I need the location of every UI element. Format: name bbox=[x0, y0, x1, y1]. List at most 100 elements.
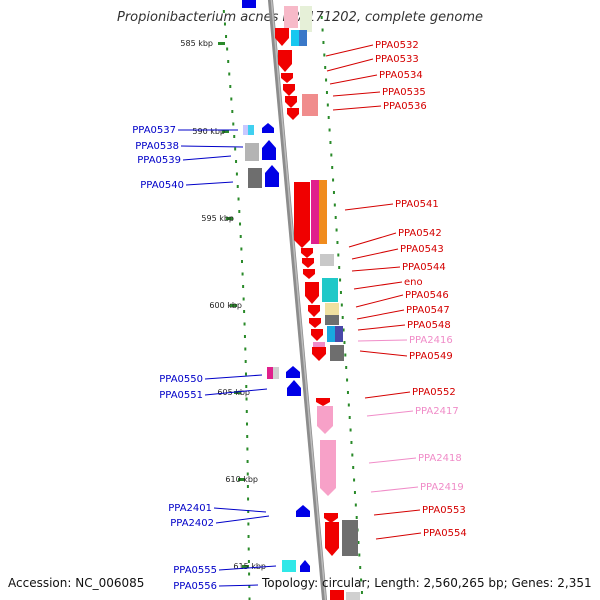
gene-feature[interactable] bbox=[300, 6, 312, 32]
gene-feature[interactable] bbox=[242, 0, 256, 8]
gene-feature[interactable] bbox=[312, 347, 326, 361]
gene-label-ppa0538[interactable]: PPA0538 bbox=[135, 141, 179, 152]
leader-line bbox=[370, 486, 419, 493]
gene-feature[interactable] bbox=[265, 165, 279, 187]
gene-feature[interactable] bbox=[284, 6, 298, 28]
gene-feature[interactable] bbox=[301, 248, 313, 258]
gene-label-ppa0553[interactable]: PPA0553 bbox=[422, 505, 466, 516]
gene-feature[interactable] bbox=[245, 143, 259, 161]
gene-feature[interactable] bbox=[302, 258, 314, 268]
gene-label-ppa0550[interactable]: PPA0550 bbox=[159, 374, 203, 385]
gene-feature[interactable] bbox=[278, 50, 292, 72]
gene-feature[interactable] bbox=[309, 318, 321, 328]
scale-labels: 585 kbp 590 kbp 595 kbp 600 kbp 605 kbp … bbox=[180, 39, 266, 571]
gene-label-ppa0542[interactable]: PPA0542 bbox=[398, 228, 442, 239]
gene-label-ppa0549[interactable]: PPA0549 bbox=[409, 351, 453, 362]
gene-label-ppa0555[interactable]: PPA0555 bbox=[173, 565, 217, 576]
gene-feature[interactable] bbox=[324, 513, 338, 523]
gene-feature[interactable] bbox=[311, 180, 319, 244]
gene-label-ppa0546[interactable]: PPA0546 bbox=[405, 290, 449, 301]
gene-feature[interactable] bbox=[342, 520, 358, 556]
tick-dot-right bbox=[335, 228, 338, 232]
gene-label-ppa0554[interactable]: PPA0554 bbox=[423, 528, 467, 539]
tick-dot-right bbox=[346, 378, 349, 382]
gene-label-ppa0537[interactable]: PPA0537 bbox=[132, 125, 176, 136]
gene-feature[interactable] bbox=[296, 505, 310, 517]
gene-feature[interactable] bbox=[302, 94, 318, 116]
gene-label-ppa2417[interactable]: PPA2417 bbox=[415, 406, 459, 417]
tick-dot-left bbox=[246, 447, 249, 451]
gene-feature[interactable] bbox=[282, 560, 296, 572]
gene-feature[interactable] bbox=[327, 326, 335, 342]
gene-feature[interactable] bbox=[320, 440, 336, 496]
gene-label-ppa0533[interactable]: PPA0533 bbox=[375, 54, 419, 65]
gene-feature[interactable] bbox=[322, 278, 338, 302]
gene-feature[interactable] bbox=[346, 592, 360, 600]
gene-feature[interactable] bbox=[273, 367, 279, 379]
gene-label-ppa0534[interactable]: PPA0534 bbox=[379, 70, 423, 81]
gene-label-eno[interactable]: eno bbox=[404, 277, 423, 288]
gene-feature[interactable] bbox=[294, 182, 310, 248]
gene-feature[interactable] bbox=[308, 305, 320, 317]
gene-feature[interactable] bbox=[287, 380, 301, 396]
gene-feature[interactable] bbox=[300, 560, 310, 572]
gene-feature[interactable] bbox=[335, 326, 343, 342]
gene-label-ppa0547[interactable]: PPA0547 bbox=[406, 305, 450, 316]
gene-feature[interactable] bbox=[325, 522, 339, 556]
gene-label-ppa0541[interactable]: PPA0541 bbox=[395, 199, 439, 210]
gene-label-ppa0552[interactable]: PPA0552 bbox=[412, 387, 456, 398]
gene-feature[interactable] bbox=[325, 303, 339, 315]
gene-feature[interactable] bbox=[311, 329, 323, 341]
gene-feature[interactable] bbox=[275, 28, 289, 46]
tick-dot-right bbox=[348, 416, 351, 419]
gene-feature[interactable] bbox=[287, 108, 299, 120]
gene-feature[interactable] bbox=[303, 269, 315, 279]
gene-label-ppa0536[interactable]: PPA0536 bbox=[383, 101, 427, 112]
gene-label-ppa2418[interactable]: PPA2418 bbox=[418, 453, 462, 464]
gene-feature[interactable] bbox=[320, 254, 334, 266]
gene-feature[interactable] bbox=[330, 590, 344, 600]
gene-feature[interactable] bbox=[243, 125, 249, 135]
gene-label-ppa2401[interactable]: PPA2401 bbox=[168, 503, 212, 514]
tick-dot-left bbox=[243, 335, 246, 338]
gene-label-ppa2419[interactable]: PPA2419 bbox=[420, 482, 464, 493]
gene-label-ppa0556[interactable]: PPA0556 bbox=[173, 581, 217, 592]
gene-feature[interactable] bbox=[325, 315, 339, 325]
gene-feature[interactable] bbox=[286, 366, 300, 378]
leader-line bbox=[373, 509, 421, 516]
gene-feature[interactable] bbox=[299, 30, 307, 46]
gene-feature[interactable] bbox=[330, 345, 344, 361]
tick-dot-left bbox=[245, 397, 248, 401]
gene-feature[interactable] bbox=[262, 123, 274, 133]
scale-label-600: 600 kbp bbox=[209, 301, 242, 310]
gene-label-ppa0543[interactable]: PPA0543 bbox=[400, 244, 444, 255]
tick-dot-left bbox=[247, 522, 250, 526]
gene-feature[interactable] bbox=[305, 282, 319, 304]
gene-feature[interactable] bbox=[285, 96, 297, 108]
tick-dot-left bbox=[228, 72, 231, 76]
gene-feature[interactable] bbox=[317, 406, 333, 434]
tick-dot-left bbox=[239, 222, 242, 226]
gene-feature[interactable] bbox=[267, 367, 273, 379]
gene-feature[interactable] bbox=[262, 140, 276, 160]
gene-label-ppa0551[interactable]: PPA0551 bbox=[159, 390, 203, 401]
gene-label-ppa0535[interactable]: PPA0535 bbox=[382, 87, 426, 98]
gene-label-ppa0539[interactable]: PPA0539 bbox=[137, 155, 181, 166]
leader-line bbox=[329, 74, 378, 85]
gene-feature[interactable] bbox=[319, 180, 327, 244]
gene-label-ppa0532[interactable]: PPA0532 bbox=[375, 40, 419, 51]
gene-feature[interactable] bbox=[291, 30, 299, 46]
gene-label-ppa0544[interactable]: PPA0544 bbox=[402, 262, 446, 273]
gene-feature[interactable] bbox=[283, 84, 295, 96]
gene-feature[interactable] bbox=[281, 73, 293, 83]
gene-feature[interactable] bbox=[248, 168, 262, 188]
tick-dot-left bbox=[244, 347, 247, 351]
gene-label-ppa0540[interactable]: PPA0540 bbox=[140, 180, 184, 191]
gene-label-ppa2416[interactable]: PPA2416 bbox=[409, 335, 453, 346]
gene-label-ppa2402[interactable]: PPA2402 bbox=[170, 518, 214, 529]
tick-dot-left bbox=[247, 510, 250, 513]
scale-label-610: 610 kbp bbox=[225, 475, 258, 484]
gene-label-ppa0548[interactable]: PPA0548 bbox=[407, 320, 451, 331]
gene-feature[interactable] bbox=[248, 125, 254, 135]
gene-feature[interactable] bbox=[316, 398, 330, 406]
